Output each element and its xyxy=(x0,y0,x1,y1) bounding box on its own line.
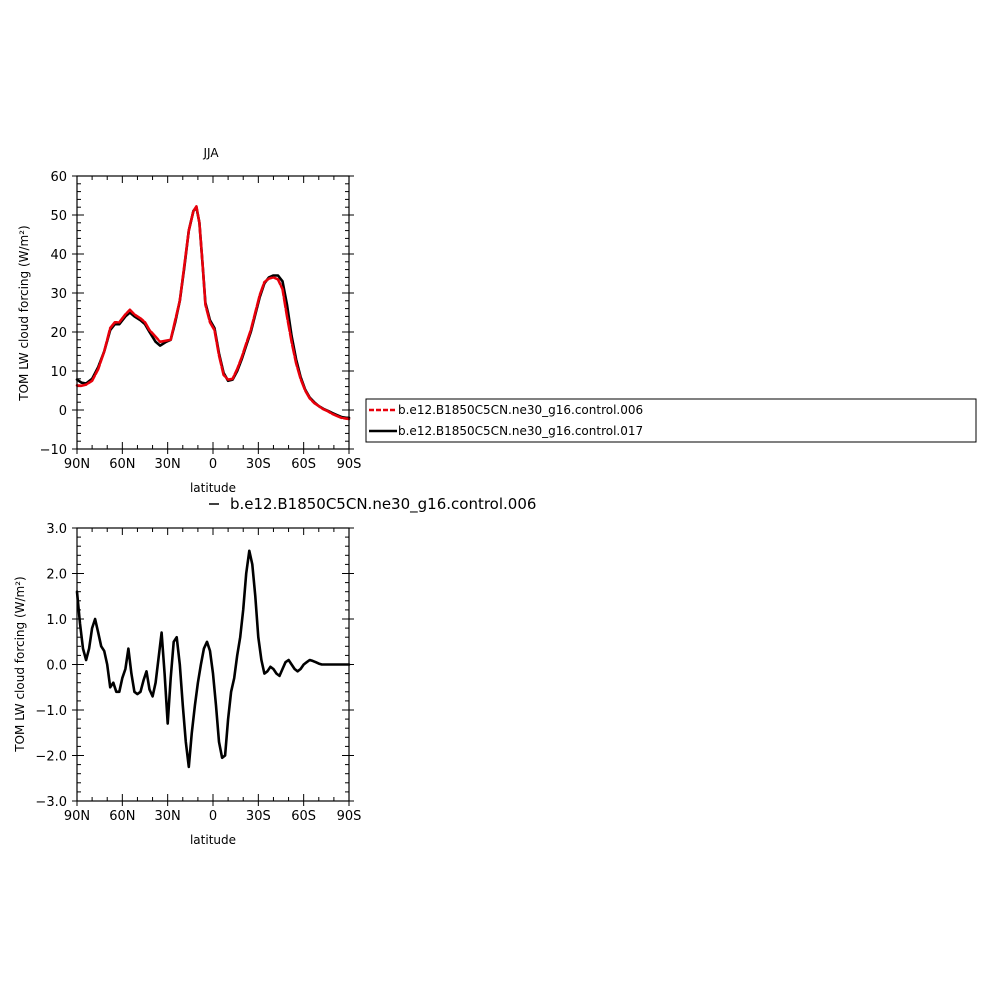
x-tick-label: 90S xyxy=(337,457,362,472)
y-tick-label: 2.0 xyxy=(46,568,67,583)
y-tick-label: 10 xyxy=(50,365,67,380)
x-tick-label: 0 xyxy=(209,457,217,472)
y-tick-label: −3.0 xyxy=(35,795,67,810)
series-line-0 xyxy=(75,549,351,769)
top-series-group xyxy=(75,205,351,421)
series-line-0 xyxy=(75,205,351,421)
x-tick-label: 30N xyxy=(155,457,181,472)
legend-label-006: b.e12.B1850C5CN.ne30_g16.control.006 xyxy=(398,403,643,417)
x-tick-label: 30S xyxy=(246,457,271,472)
y-tick-label: −2.0 xyxy=(35,750,67,765)
bottom-series-group xyxy=(75,549,351,769)
legend-label-017: b.e12.B1850C5CN.ne30_g16.control.017 xyxy=(398,424,643,438)
x-tick-label: 30S xyxy=(246,809,271,824)
top-x-axis-label: latitude xyxy=(190,481,236,495)
y-tick-label: 1.0 xyxy=(46,613,67,628)
top-axis-ticks: 90N 60N 30N 0 30S 60S 90S −10 0 10 20 30 40 50 60 xyxy=(40,170,362,472)
bottom-x-axis-label: latitude xyxy=(190,833,236,847)
legend-box xyxy=(365,398,977,443)
bottom-chart-title: b.e12.B1850C5CN.ne30_g16.control.006 xyxy=(230,495,536,514)
bottom-axis-ticks: 90N 60N 30N 0 30S 60S 90S −3.0 −2.0 −1.0 0.0 1.0 2.0… xyxy=(35,522,361,824)
legend: b.e12.B1850C5CN.ne30_g16.control.006 b.e… xyxy=(365,398,977,443)
x-tick-label: 90N xyxy=(64,809,90,824)
y-tick-label: −1.0 xyxy=(35,704,67,719)
y-tick-label: 3.0 xyxy=(46,522,67,537)
bottom-panel: b.e12.B1850C5CN.ne30_g16.control.006 TOM… xyxy=(13,495,536,847)
x-tick-label: 30N xyxy=(155,809,181,824)
y-tick-label: −10 xyxy=(40,443,67,458)
top-chart-title: JJA xyxy=(202,146,219,160)
x-tick-label: 60S xyxy=(291,457,316,472)
top-plot-frame xyxy=(76,175,350,450)
y-tick-label: 0 xyxy=(59,404,67,419)
bottom-y-axis-label: TOM LW cloud forcing (W/m²) xyxy=(13,576,27,753)
x-tick-label: 60N xyxy=(109,809,135,824)
y-tick-label: 60 xyxy=(50,170,67,185)
top-panel: JJA TOM LW cloud forcing (W/m²) latitude… xyxy=(17,146,361,495)
y-tick-label: 20 xyxy=(50,326,67,341)
top-y-axis-label: TOM LW cloud forcing (W/m²) xyxy=(17,225,31,402)
x-tick-label: 90S xyxy=(337,809,362,824)
y-tick-label: 50 xyxy=(50,209,67,224)
series-line-1 xyxy=(75,205,351,420)
x-tick-label: 90N xyxy=(64,457,90,472)
y-tick-label: 40 xyxy=(50,248,67,263)
x-tick-label: 0 xyxy=(209,809,217,824)
bottom-plot-frame xyxy=(76,527,350,802)
y-tick-label: 0.0 xyxy=(46,659,67,674)
x-tick-label: 60S xyxy=(291,809,316,824)
y-tick-label: 30 xyxy=(50,287,67,302)
x-tick-label: 60N xyxy=(109,457,135,472)
